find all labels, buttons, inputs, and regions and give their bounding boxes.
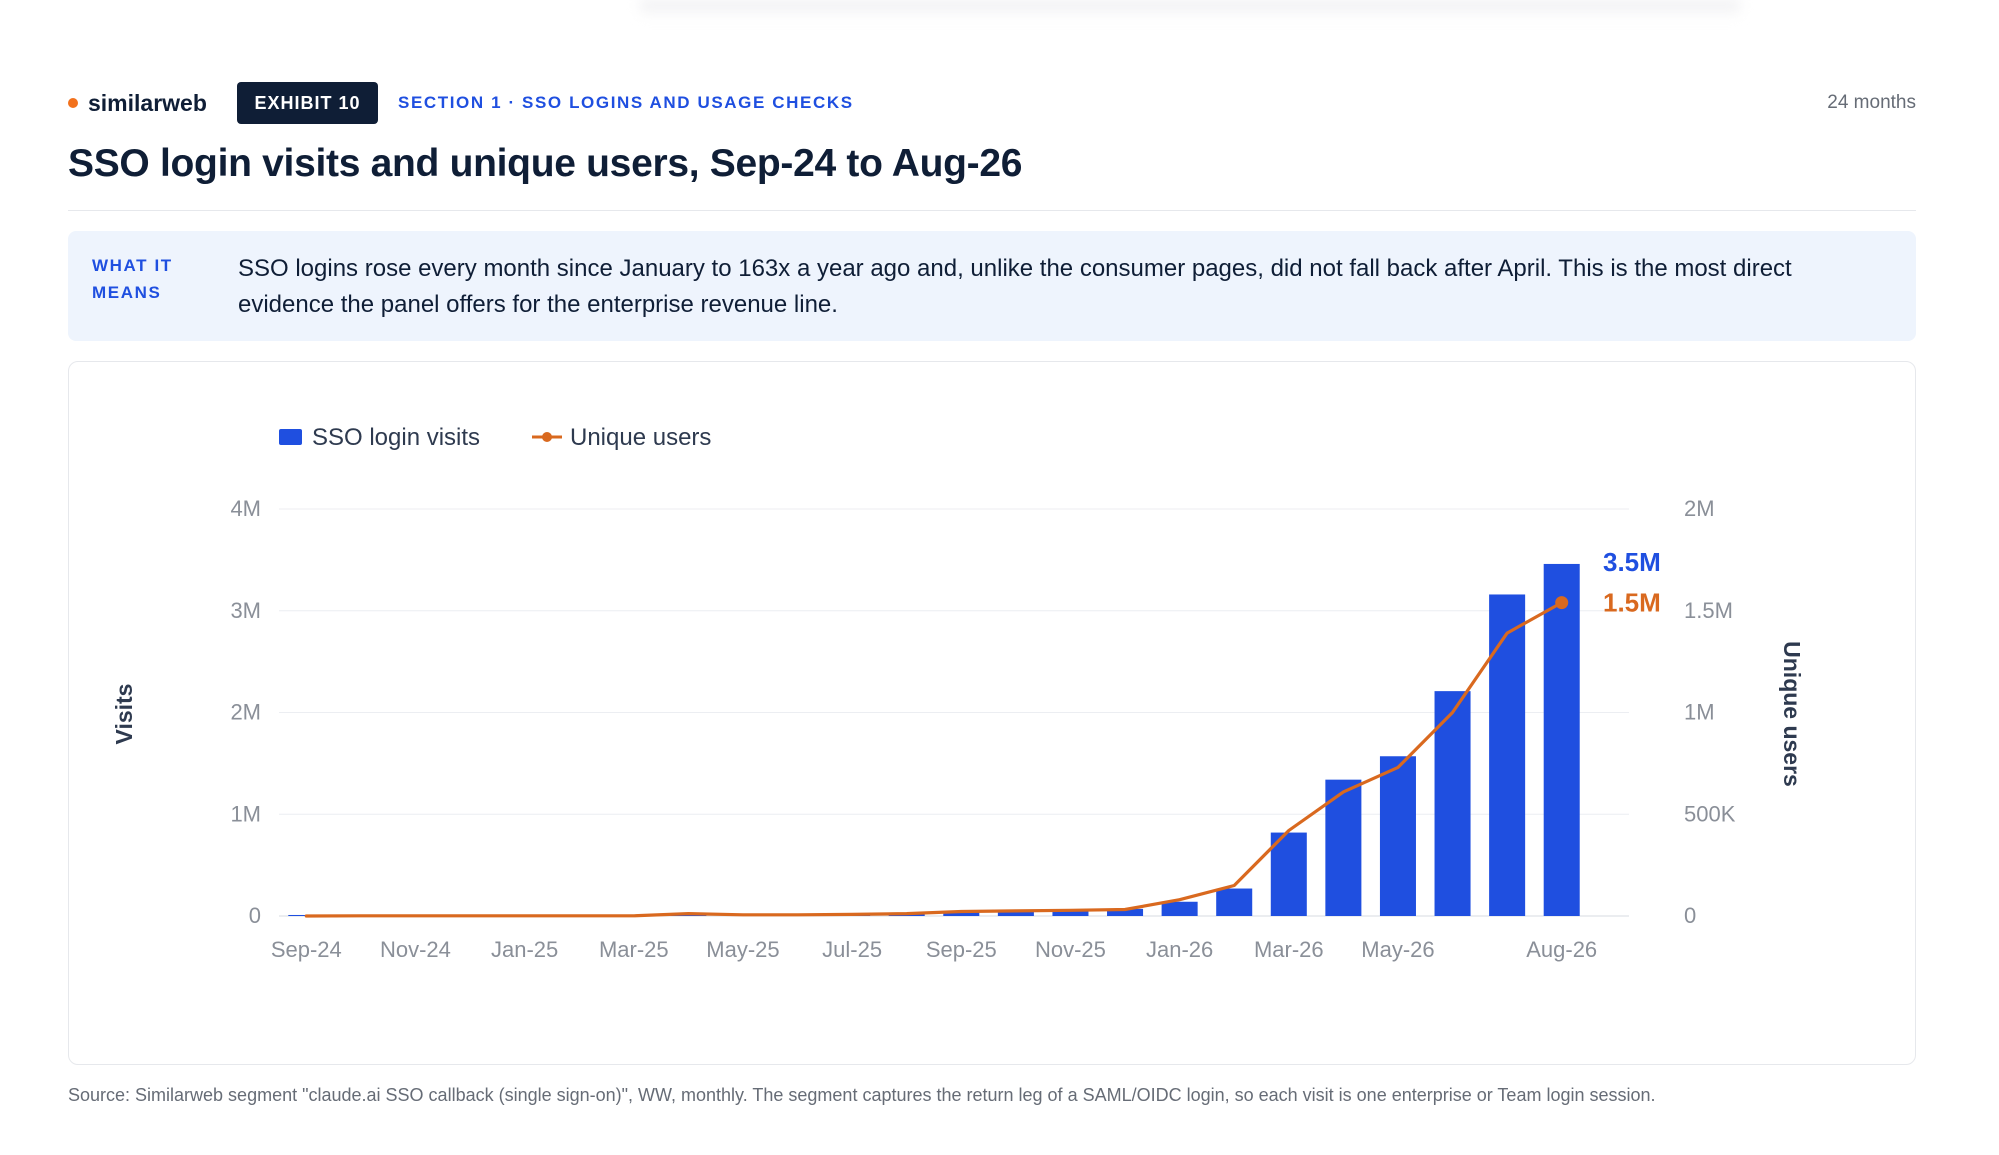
x-tick-label: Nov-25: [1035, 937, 1106, 962]
y-left-tick-label: 2M: [230, 700, 261, 725]
bar-sso-visits: [670, 914, 707, 916]
brand-name: similarweb: [88, 89, 207, 116]
chart-title: SSO login visits and unique users, Sep-2…: [68, 142, 1023, 185]
users-end-label: 1.5M: [1603, 588, 1661, 618]
bar-sso-visits: [1161, 901, 1198, 916]
bar-sso-visits: [997, 910, 1034, 916]
y-left-tick-label: 3M: [230, 598, 261, 623]
source-note: Source: Similarweb segment "claude.ai SS…: [68, 1085, 1656, 1105]
title-divider: [68, 210, 1916, 211]
x-tick-label: Mar-25: [599, 937, 669, 962]
x-tick-label: Nov-24: [380, 937, 451, 962]
bar-sso-visits: [1543, 563, 1580, 916]
exhibit-header: similarweb EXHIBIT 10 SECTION 1 · SSO LO…: [68, 82, 1916, 124]
unique-users-end-point: [1555, 596, 1569, 610]
x-tick-label: Jan-25: [491, 937, 558, 962]
y-left-tick-label: 1M: [230, 801, 261, 826]
bar-sso-visits: [1052, 909, 1089, 916]
top-shadow: [640, 0, 1740, 18]
line-unique-users: [304, 601, 1564, 918]
bar-sso-visits: [1489, 594, 1526, 916]
x-tick-label: Jul-25: [822, 937, 882, 962]
what-it-means-callout: WHAT IT MEANS SSO logins rose every mont…: [68, 231, 1916, 341]
x-tick-label: Sep-24: [271, 937, 342, 962]
y-right-tick-label: 0: [1684, 903, 1696, 928]
x-tick-label: Sep-25: [926, 937, 997, 962]
callout-label: WHAT IT MEANS: [92, 256, 173, 302]
bar-sso-visits: [1434, 691, 1471, 916]
visits-end-label: 3.5M: [1603, 547, 1661, 577]
legend-line-dot: [542, 432, 552, 442]
y-left-axis-label: Visits: [111, 684, 137, 745]
section-label: SECTION 1 · SSO LOGINS AND USAGE CHECKS: [398, 93, 854, 112]
y-left-tick-label: 0: [249, 903, 261, 928]
x-tick-label: May-26: [1361, 937, 1434, 962]
brand-dot-icon: [68, 98, 78, 108]
bar-sso-visits: [1107, 908, 1144, 916]
y-right-tick-label: 1M: [1684, 700, 1715, 725]
legend-bar-swatch: [279, 429, 302, 445]
period-label: 24 months: [1827, 92, 1916, 113]
callout-text: SSO logins rose every month since Januar…: [238, 255, 1792, 318]
bar-sso-visits: [1270, 832, 1307, 916]
brand-logo: similarweb: [68, 82, 207, 124]
exhibit-badge: EXHIBIT 10: [237, 82, 378, 124]
x-tick-label: Aug-26: [1526, 937, 1597, 962]
bar-sso-visits: [1216, 888, 1253, 916]
y-right-tick-label: 2M: [1684, 496, 1715, 521]
y-right-tick-label: 500K: [1684, 801, 1736, 826]
y-right-axis-label: Unique users: [1779, 641, 1805, 787]
bar-sso-visits: [1379, 756, 1416, 916]
legend-sso-visits: SSO login visits: [312, 424, 480, 451]
bar-sso-visits: [1325, 779, 1362, 916]
y-left-tick-label: 4M: [230, 496, 261, 521]
legend-unique-users: Unique users: [570, 424, 711, 451]
x-tick-label: May-25: [706, 937, 779, 962]
chart-card: 0 1M 2M 3M 4M 0 500K 1M 1.5M 2M Visits Unique users…: [68, 361, 1916, 1065]
x-tick-label: Jan-26: [1146, 937, 1213, 962]
bar-sso-visits: [943, 911, 980, 916]
x-tick-label: Mar-26: [1254, 937, 1324, 962]
combo-chart: 0 1M 2M 3M 4M 0 500K 1M 1.5M 2M Visits Unique users…: [111, 424, 1805, 962]
y-right-tick-label: 1.5M: [1684, 598, 1733, 623]
